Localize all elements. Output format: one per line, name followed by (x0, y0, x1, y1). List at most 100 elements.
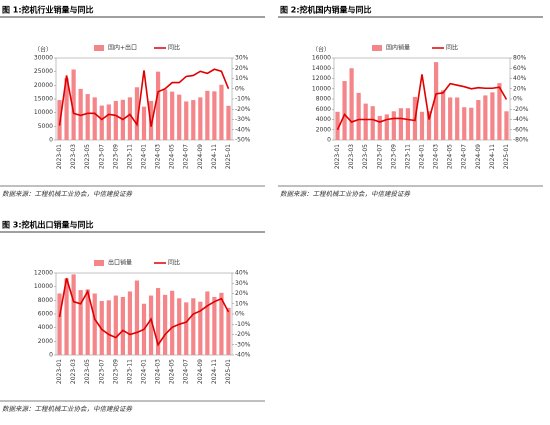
bar (441, 90, 446, 140)
bar (64, 278, 69, 355)
legend-swatch (94, 45, 104, 51)
unit-label: （台） (34, 46, 52, 54)
x-tick-label: 2024-01 (141, 359, 148, 384)
y2-tick-label: 30% (235, 280, 249, 287)
y2-tick-label: -40% (235, 352, 251, 359)
y2-tick-label: 10% (235, 75, 249, 82)
y-tick-label: 2000 (38, 338, 53, 345)
x-tick-label: 2024-05 (447, 144, 454, 169)
bar (198, 97, 203, 140)
bar (163, 294, 168, 355)
bar (349, 68, 354, 140)
bar (363, 103, 368, 140)
bar (226, 105, 231, 140)
y2-tick-label: -20% (235, 331, 251, 338)
bar (155, 71, 161, 140)
bar (134, 87, 140, 140)
y-tick-label: 0 (49, 137, 53, 144)
y2-tick-label: 60% (513, 65, 527, 72)
y-tick-label: 10000 (312, 85, 331, 92)
bar (419, 111, 425, 140)
y2-tick-label: -40% (235, 126, 251, 133)
y2-tick-label: 20% (235, 290, 249, 297)
x-tick-label: 2025-01 (225, 144, 232, 169)
y2-tick-label: 20% (235, 65, 249, 72)
bar (212, 296, 217, 355)
y-tick-label: 5000 (38, 123, 53, 130)
x-tick-label: 2024-05 (169, 144, 176, 169)
bar (85, 289, 90, 355)
y2-tick-label: -30% (235, 341, 251, 348)
x-tick-label: 2023-09 (112, 144, 119, 169)
x-tick-label: 2023-11 (404, 144, 411, 169)
x-tick-label: 2024-11 (211, 359, 218, 384)
y-tick-label: 20000 (34, 82, 53, 89)
bar (226, 307, 231, 355)
legend-label: 同比 (168, 44, 180, 52)
y2-tick-label: 0% (235, 85, 245, 92)
y2-tick-label: 0% (235, 311, 245, 318)
y2-tick-label: 40% (513, 75, 527, 82)
x-tick-label: 2024-07 (183, 144, 190, 169)
legend-swatch (94, 260, 104, 266)
source-note: 数据来源：工程机械工业协会，中信建投证券 (2, 405, 133, 413)
x-tick-label: 2024-03 (433, 144, 440, 169)
x-tick-label: 2024-09 (197, 359, 204, 384)
x-tick-label: 2023-01 (56, 359, 63, 384)
bar (462, 107, 467, 140)
y2-tick-label: 0% (513, 96, 523, 103)
x-tick-label: 2023-11 (126, 359, 133, 384)
y-tick-label: 6000 (316, 106, 331, 113)
y2-tick-label: 40% (235, 270, 249, 277)
line-series (336, 74, 508, 131)
bar (433, 62, 439, 140)
y2-tick-label: -80% (513, 137, 529, 144)
bar (106, 104, 111, 140)
legend-label: 同比 (446, 44, 458, 52)
bar (426, 111, 432, 140)
y-tick-label: 0 (327, 137, 331, 144)
x-tick-label: 2023-09 (390, 144, 397, 169)
y-tick-label: 12000 (34, 270, 53, 277)
y-tick-label: 16000 (312, 55, 331, 62)
y-tick-label: 8000 (316, 96, 331, 103)
bar (469, 107, 474, 140)
bar (191, 100, 196, 140)
bar (205, 291, 210, 355)
bar (476, 100, 481, 140)
y2-tick-label: 10% (235, 300, 249, 307)
bar (370, 106, 375, 140)
y-tick-label: 25000 (34, 68, 53, 75)
x-tick-label: 2024-11 (489, 144, 496, 169)
x-tick-label: 2024-01 (419, 144, 426, 169)
bar (134, 280, 140, 355)
x-tick-label: 2023-09 (112, 359, 119, 384)
y2-tick-label: -50% (235, 137, 251, 144)
unit-label: （台） (312, 46, 330, 54)
y2-tick-label: 20% (513, 85, 527, 92)
y-tick-label: 10000 (34, 283, 53, 290)
bar (113, 295, 118, 355)
bar (212, 91, 217, 140)
bar (191, 298, 196, 355)
bar (71, 274, 76, 355)
y-tick-label: 10000 (34, 109, 53, 116)
bar (335, 111, 340, 140)
bar (377, 115, 382, 140)
bar (219, 84, 224, 140)
bar (71, 69, 76, 140)
x-tick-label: 2023-07 (98, 144, 105, 169)
figure-caption: 图 2:挖机国内销量与同比 (280, 5, 372, 15)
y2-tick-label: -30% (235, 116, 251, 123)
bar (398, 108, 403, 140)
x-tick-label: 2024-09 (197, 144, 204, 169)
legend-label: 国内销量 (386, 44, 410, 52)
source-note: 数据来源：工程机械工业协会，中信建投证券 (280, 190, 411, 198)
y-tick-label: 6000 (38, 311, 53, 318)
bar (497, 83, 502, 140)
bar (184, 302, 189, 355)
bar (198, 301, 203, 355)
bar (342, 81, 347, 140)
